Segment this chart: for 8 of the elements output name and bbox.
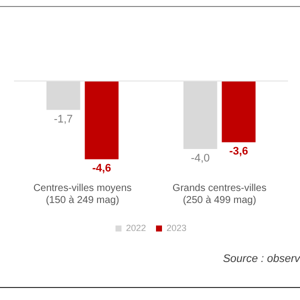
legend-label: 2022 [126, 222, 146, 233]
data-label: -3,6 [229, 146, 248, 158]
legend-label: 2023 [166, 222, 187, 233]
data-label: -4,0 [190, 152, 210, 165]
data-label: -1,7 [54, 113, 73, 126]
x-tick-label: Centres-villes moyens (150 à 249 mag) [33, 182, 132, 206]
data-label: -4,6 [92, 162, 112, 175]
x-tick-label: Grands centres-villes (250 à 499 mag) [172, 182, 266, 206]
